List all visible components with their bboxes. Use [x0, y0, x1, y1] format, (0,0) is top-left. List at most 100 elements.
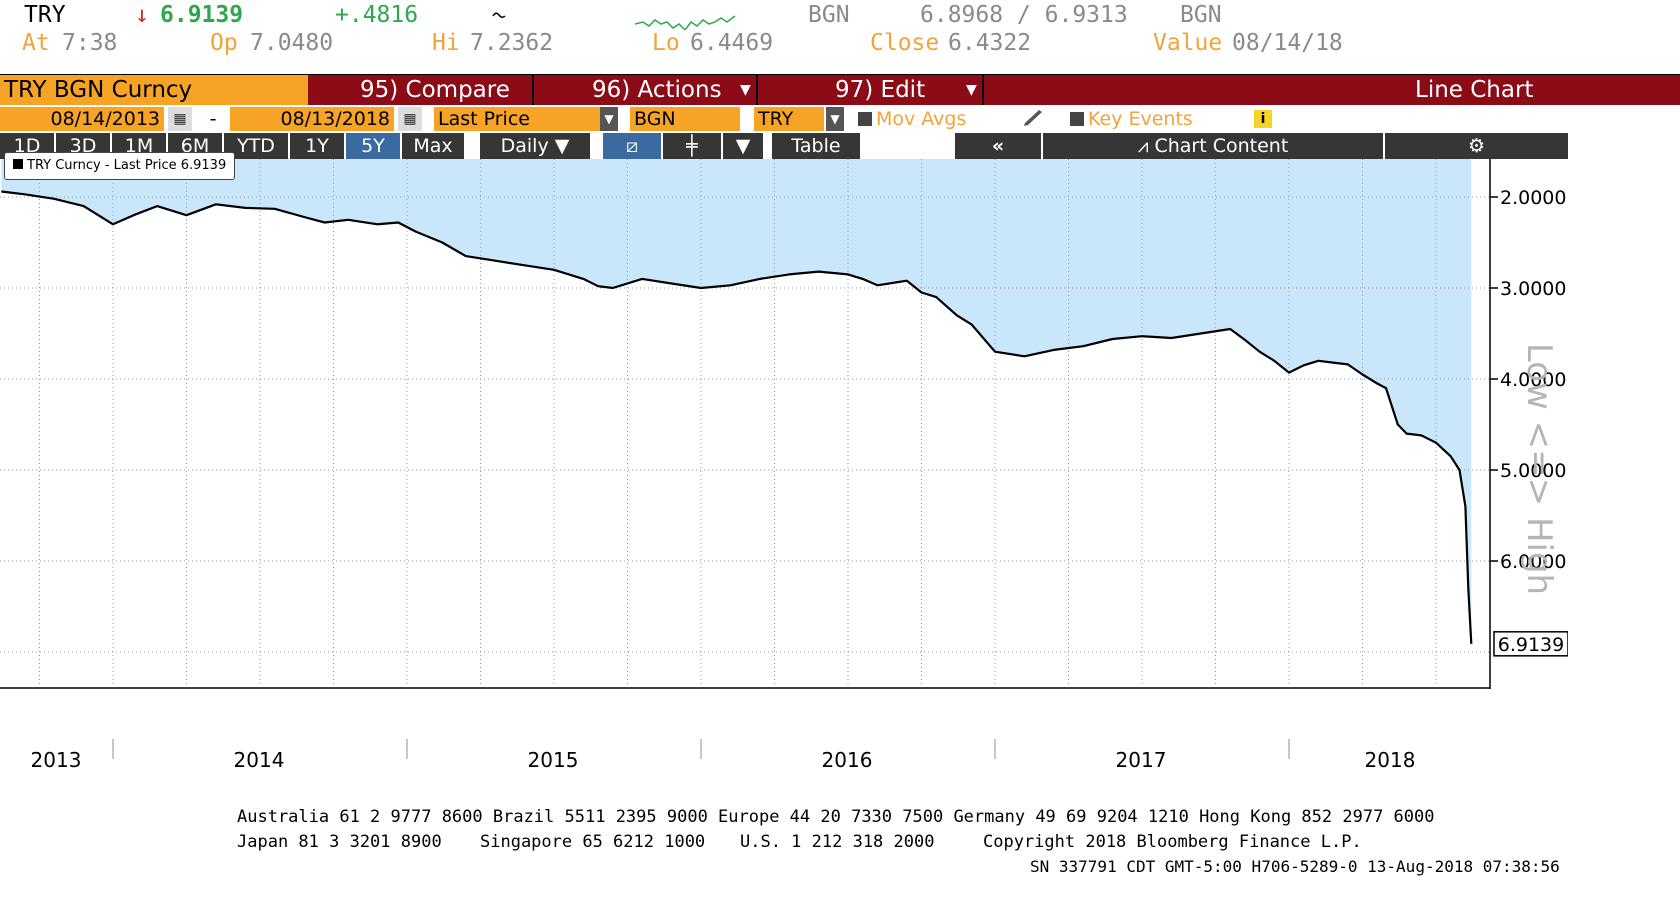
bar-chart-mode-button[interactable]: ╪ — [663, 133, 721, 159]
actions-dropdown-icon[interactable]: ▼ — [740, 82, 751, 98]
chart-mode-dropdown-icon[interactable]: ▼ — [723, 133, 763, 159]
calendar-icon[interactable]: ▦ — [398, 107, 422, 131]
source-input[interactable]: BGN — [630, 107, 740, 131]
high-value: 7.2362 — [470, 30, 554, 56]
y-tick-label: 3.0000 — [1500, 278, 1566, 300]
checkbox-icon[interactable] — [1070, 112, 1084, 126]
low-label: Lo — [652, 30, 680, 56]
range-button-1y[interactable]: 1Y — [290, 133, 344, 159]
y-tick-label: 4.0000 — [1500, 369, 1566, 391]
down-arrow-icon: ↓ — [135, 2, 149, 28]
compare-button[interactable]: 95) Compare — [360, 77, 510, 103]
key-events-label: Key Events — [1088, 108, 1193, 130]
edit-button[interactable]: 97) Edit — [835, 77, 926, 103]
quote-stats: At 7:38 Op 7.0480 Hi 7.2362 Lo 6.4469 Cl… — [0, 30, 1680, 74]
key-events-toggle[interactable]: Key Events — [1070, 107, 1193, 131]
field-select[interactable]: Last Price — [434, 107, 600, 131]
legend-swatch — [13, 159, 23, 169]
y-tick-label: 5.0000 — [1500, 460, 1566, 482]
info-icon[interactable]: i — [1254, 110, 1272, 128]
x-tick-label: 2013 — [31, 748, 82, 772]
open-label: Op — [210, 30, 238, 56]
x-tick-label: 2015 — [528, 748, 579, 772]
line-chart-icon: ⧄ — [625, 135, 639, 157]
y-tick-label: 6.0000 — [1500, 551, 1566, 573]
title-divider — [756, 75, 758, 105]
table-button[interactable]: Table — [772, 133, 860, 159]
x-tick-label: 2018 — [1365, 748, 1416, 772]
open-value: 7.0480 — [250, 30, 334, 56]
checkbox-icon[interactable] — [858, 112, 872, 126]
x-tick-label: 2016 — [822, 748, 873, 772]
high-label: Hi — [432, 30, 460, 56]
y-tick-label: 2.0000 — [1500, 187, 1566, 209]
currency-input[interactable]: TRY — [754, 107, 824, 131]
series-area-fill — [1, 159, 1472, 644]
title-divider — [532, 75, 534, 105]
mov-avgs-toggle[interactable]: Mov Avgs — [858, 107, 966, 131]
start-date-input[interactable]: 08/14/2013 — [0, 107, 164, 131]
x-axis-row: 2013 2014 2015 2016 2017 2018 — [0, 739, 1680, 801]
view-title: Line Chart — [1415, 77, 1534, 103]
periodicity-select[interactable]: Daily ▼ — [480, 133, 590, 159]
chart-content-icon: ⩘ — [1137, 135, 1149, 157]
at-label: At — [22, 30, 50, 56]
footer: Australia 61 2 9777 8600 Brazil 5511 239… — [0, 801, 1680, 897]
ticker: TRY — [24, 2, 66, 28]
axis-watermark: Low <=> High — [1519, 343, 1559, 595]
x-tick-label: 2017 — [1116, 748, 1167, 772]
pencil-icon[interactable] — [1020, 109, 1046, 129]
chart-content-button[interactable]: ⩘ Chart Content — [1043, 133, 1383, 159]
last-price-box — [1493, 631, 1568, 657]
bid-ask: 6.8968 / 6.9313 — [920, 2, 1128, 28]
chart-legend[interactable]: TRY Curncy - Last Price 6.9139 — [4, 152, 236, 180]
title-bar: TRY BGN Curncy 95) Compare 96) Actions ▼… — [0, 75, 1680, 105]
x-axis: 2013 2014 2015 2016 2017 2018 — [31, 739, 1416, 772]
actions-button[interactable]: 96) Actions — [592, 77, 722, 103]
footer-us: U.S. 1 212 318 2000 — [740, 832, 935, 852]
quote-header: TRY ↓ 6.9139 +.4816 BGN 6.8968 / 6.9313 … — [0, 0, 1680, 32]
range-button-5y[interactable]: 5Y — [346, 133, 400, 159]
parameters-row: 08/14/2013 ▦ - 08/13/2018 ▦ Last Price ▼… — [0, 105, 1680, 133]
calendar-icon[interactable]: ▦ — [168, 107, 192, 131]
settings-gear-icon[interactable]: ⚙ — [1385, 133, 1568, 159]
footer-singapore: Singapore 65 6212 1000 — [480, 832, 706, 852]
footer-japan: Japan 81 3 3201 8900 — [237, 832, 442, 852]
mov-avgs-label: Mov Avgs — [876, 108, 967, 130]
last-price-label: 6.9139 — [1498, 634, 1564, 656]
value-date: 08/14/18 — [1232, 30, 1343, 56]
bar-chart-icon: ╪ — [686, 135, 698, 157]
source-left: BGN — [808, 2, 850, 28]
footer-session: SN 337791 CDT GMT-5:00 H706-5289-0 13-Au… — [1030, 857, 1560, 876]
date-separator: - — [200, 107, 226, 131]
collapse-icon[interactable]: « — [955, 133, 1041, 159]
periodicity-dropdown-icon: ▼ — [554, 135, 570, 157]
close-value: 6.4322 — [948, 30, 1032, 56]
footer-contacts: Australia 61 2 9777 8600 Brazil 5511 239… — [237, 807, 1435, 827]
range-button-max[interactable]: Max — [402, 133, 464, 159]
net-change: +.4816 — [335, 2, 419, 28]
field-dropdown-icon[interactable]: ▼ — [600, 107, 618, 131]
series-line[interactable] — [1, 190, 1473, 644]
edit-dropdown-icon[interactable]: ▼ — [966, 82, 977, 98]
line-chart-mode-button[interactable]: ⧄ — [603, 133, 661, 159]
tilde-icon — [492, 12, 506, 19]
chart-content-label: Chart Content — [1154, 135, 1289, 157]
x-tick-label: 2014 — [234, 748, 285, 772]
close-label: Close — [870, 30, 940, 56]
footer-copyright: Copyright 2018 Bloomberg Finance L.P. — [983, 832, 1362, 852]
periodicity-label: Daily — [500, 135, 549, 157]
source-right: BGN — [1180, 2, 1222, 28]
last-price: 6.9139 — [160, 2, 244, 28]
chart-area: 2.0000 3.0000 4.0000 5.0000 6.0000 Low <=> Hi… — [0, 152, 1680, 739]
range-row: 1D 3D 1M 6M YTD 1Y 5Y Max Daily ▼ ⧄ ╪ ▼ Table «… — [0, 133, 1680, 159]
value-label: Value — [1153, 30, 1223, 56]
currency-dropdown-icon[interactable]: ▼ — [826, 107, 844, 131]
end-date-input[interactable]: 08/13/2018 — [230, 107, 394, 131]
legend-label: TRY Curncy - Last Price 6.9139 — [27, 158, 227, 173]
low-value: 6.4469 — [690, 30, 774, 56]
title-divider — [982, 75, 984, 105]
at-value: 7:38 — [62, 30, 118, 56]
security-name[interactable]: TRY BGN Curncy — [0, 75, 308, 105]
